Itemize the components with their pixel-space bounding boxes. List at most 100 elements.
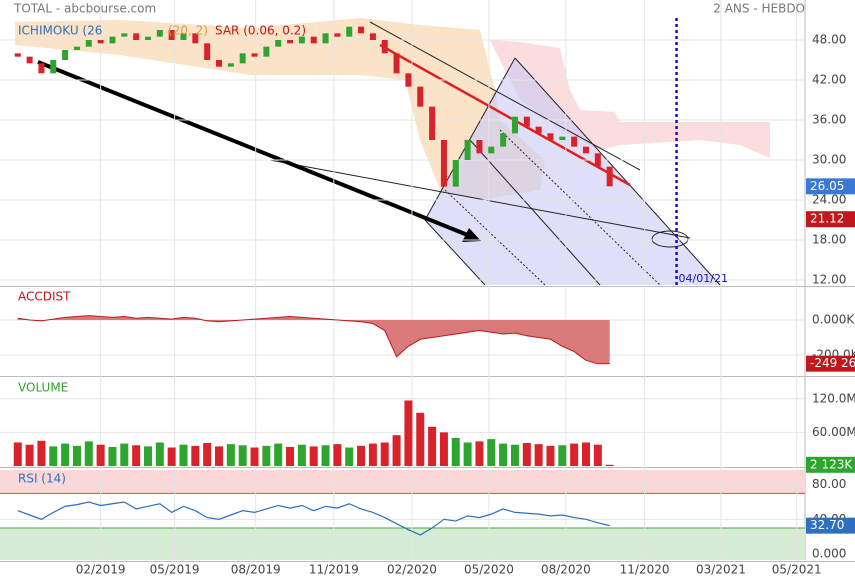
legend-bollinger: (20, 2) (168, 24, 208, 38)
volume-bar (215, 446, 224, 466)
volume-bar (368, 443, 377, 466)
trend-line-red (379, 43, 631, 187)
candle (464, 140, 471, 160)
candle (582, 146, 589, 154)
y-tick-label: 24.00 (812, 193, 846, 207)
volume-bar (333, 444, 342, 466)
volume-bar (605, 464, 614, 466)
candle (216, 60, 223, 67)
volume-bar (510, 444, 519, 466)
volume-bar (428, 426, 437, 466)
candle (298, 36, 305, 44)
x-tick-label: 02/2019 (76, 563, 126, 577)
volume-bar (250, 447, 259, 466)
candle (62, 50, 69, 60)
candle (263, 46, 270, 57)
value-tag-label: -249 260 (810, 356, 855, 370)
y-tick-label: 30.00 (812, 153, 846, 167)
volume-bar (25, 444, 34, 466)
accdist-area (17, 315, 610, 364)
volume-bar (72, 445, 81, 466)
legend-ichimoku: ICHIMOKU (26 (18, 24, 102, 38)
candle (523, 116, 530, 127)
volume-bar (13, 442, 22, 466)
panel-title: ACCDIST (18, 290, 71, 304)
candle (476, 140, 483, 154)
value-tag-label: 26.05 (810, 179, 844, 193)
value-tag-label: 32.70 (810, 518, 844, 532)
value-tag (806, 355, 855, 372)
volume-bar (84, 441, 93, 466)
volume-bar (546, 445, 555, 466)
volume-bar (49, 446, 58, 466)
volume-bar (570, 443, 579, 466)
panel-title: RSI (14) (18, 472, 66, 486)
candle (50, 60, 57, 74)
value-tag-label: 2 123K (810, 457, 853, 471)
value-tag (806, 456, 855, 473)
oversold-band (0, 527, 805, 560)
candle (594, 153, 601, 167)
candle (369, 33, 376, 40)
candle (606, 166, 613, 187)
candle (192, 33, 199, 44)
volume-bar (132, 445, 141, 466)
candle (251, 53, 258, 57)
candle (239, 53, 246, 64)
value-tag-label: 21.12 (810, 212, 844, 226)
volume-bar (262, 445, 271, 466)
candle (381, 40, 388, 54)
candle (121, 33, 128, 37)
x-tick-label: 08/2019 (231, 563, 281, 577)
volume-bar (191, 445, 200, 466)
candle (85, 40, 92, 47)
candle (133, 33, 140, 40)
candle (405, 73, 412, 87)
pitchfork (425, 58, 720, 285)
volume-bar (522, 443, 531, 466)
candle (275, 40, 282, 47)
candle (511, 116, 518, 134)
candle (168, 30, 175, 40)
candle (156, 30, 163, 37)
volume-bar (143, 446, 152, 466)
candle (227, 63, 234, 67)
header-title: TOTAL - abcbourse.com (13, 2, 156, 16)
value-tag (806, 178, 855, 195)
candle (358, 26, 365, 34)
x-tick-label: 05/2019 (150, 563, 200, 577)
x-tick-label: 05/2021 (772, 563, 822, 577)
x-tick-label: 05/2020 (464, 563, 514, 577)
candle (547, 133, 554, 140)
volume-bar (558, 445, 567, 466)
trend-line (514, 57, 721, 286)
arrow-line (37, 60, 476, 240)
trend-line (369, 21, 641, 171)
candle (440, 140, 447, 187)
x-tick-label: 11/2020 (620, 563, 670, 577)
arrow-head (462, 228, 481, 242)
volume-bar (203, 443, 212, 466)
volume-bar (286, 446, 295, 466)
drawings (15, 18, 770, 286)
candle (500, 133, 507, 147)
candle (452, 160, 459, 187)
volume-bar (380, 442, 389, 466)
x-tick-label: 08/2020 (541, 563, 591, 577)
x-tick-label: 11/2019 (309, 563, 359, 577)
volume-bar (61, 443, 70, 466)
value-tag (806, 517, 855, 534)
trend-line (444, 189, 546, 286)
candle (322, 33, 329, 44)
value-tag (806, 211, 855, 228)
candle (109, 36, 116, 44)
candle (559, 136, 566, 140)
y-tick-label: 0.000 (812, 546, 846, 560)
candle (334, 33, 341, 37)
trend-line (499, 129, 661, 286)
volume-bar (345, 447, 354, 466)
volume-bar (534, 444, 543, 466)
candle (14, 53, 21, 57)
volume-bar (309, 446, 318, 466)
